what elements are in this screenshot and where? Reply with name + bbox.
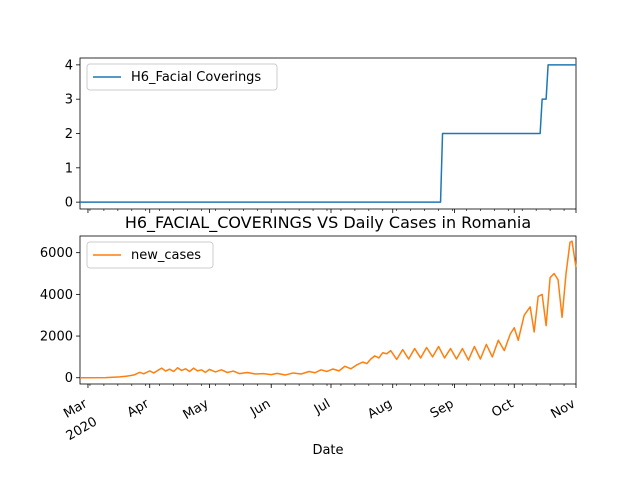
top-legend: H6_Facial Coverings: [86, 63, 278, 91]
x-tick-label: May: [181, 396, 212, 423]
x-tick-label: Jun: [247, 396, 273, 420]
bottom-y-ticks: 0 2000 4000 6000: [40, 246, 80, 386]
x-tick-label: Oct: [489, 396, 516, 420]
series-line-h6-facial-coverings: [80, 64, 576, 203]
bottom-series: [79, 240, 577, 379]
y-tick-label: 4: [65, 58, 73, 73]
y-tick-label: 1: [65, 161, 73, 176]
facial-coverings-panel: 0 1 2 3 4 H6_Facial Coverings: [65, 57, 577, 213]
bottom-legend: new_cases: [86, 241, 214, 269]
y-tick-label: 0: [65, 196, 73, 211]
y-tick-label: 3: [65, 93, 73, 108]
top-legend-label: H6_Facial Coverings: [131, 70, 261, 85]
chart-title: H6_FACIAL_COVERINGS VS Daily Cases in Ro…: [125, 213, 531, 233]
x-tick-label: Sep: [428, 396, 457, 421]
x-tick-label: Apr: [125, 396, 153, 421]
y-tick-label: 6000: [40, 246, 73, 261]
x-tick-label: Aug: [365, 396, 394, 422]
y-tick-label: 4000: [40, 288, 73, 303]
bottom-legend-label: new_cases: [131, 248, 201, 263]
top-x-ticks: [87, 209, 577, 213]
series-line-new-cases: [79, 240, 577, 379]
y-tick-label: 2: [65, 127, 73, 142]
x-tick-label: Jul: [311, 396, 333, 417]
top-y-ticks: 0 1 2 3 4: [65, 58, 80, 211]
bottom-legend-box: [86, 241, 214, 269]
x-axis-label: Date: [312, 443, 343, 458]
y-tick-label: 0: [65, 371, 73, 386]
top-legend-box: [86, 63, 278, 91]
top-series: [80, 64, 576, 203]
x-tick-label: Nov: [549, 396, 579, 422]
y-tick-label: 2000: [40, 330, 73, 345]
